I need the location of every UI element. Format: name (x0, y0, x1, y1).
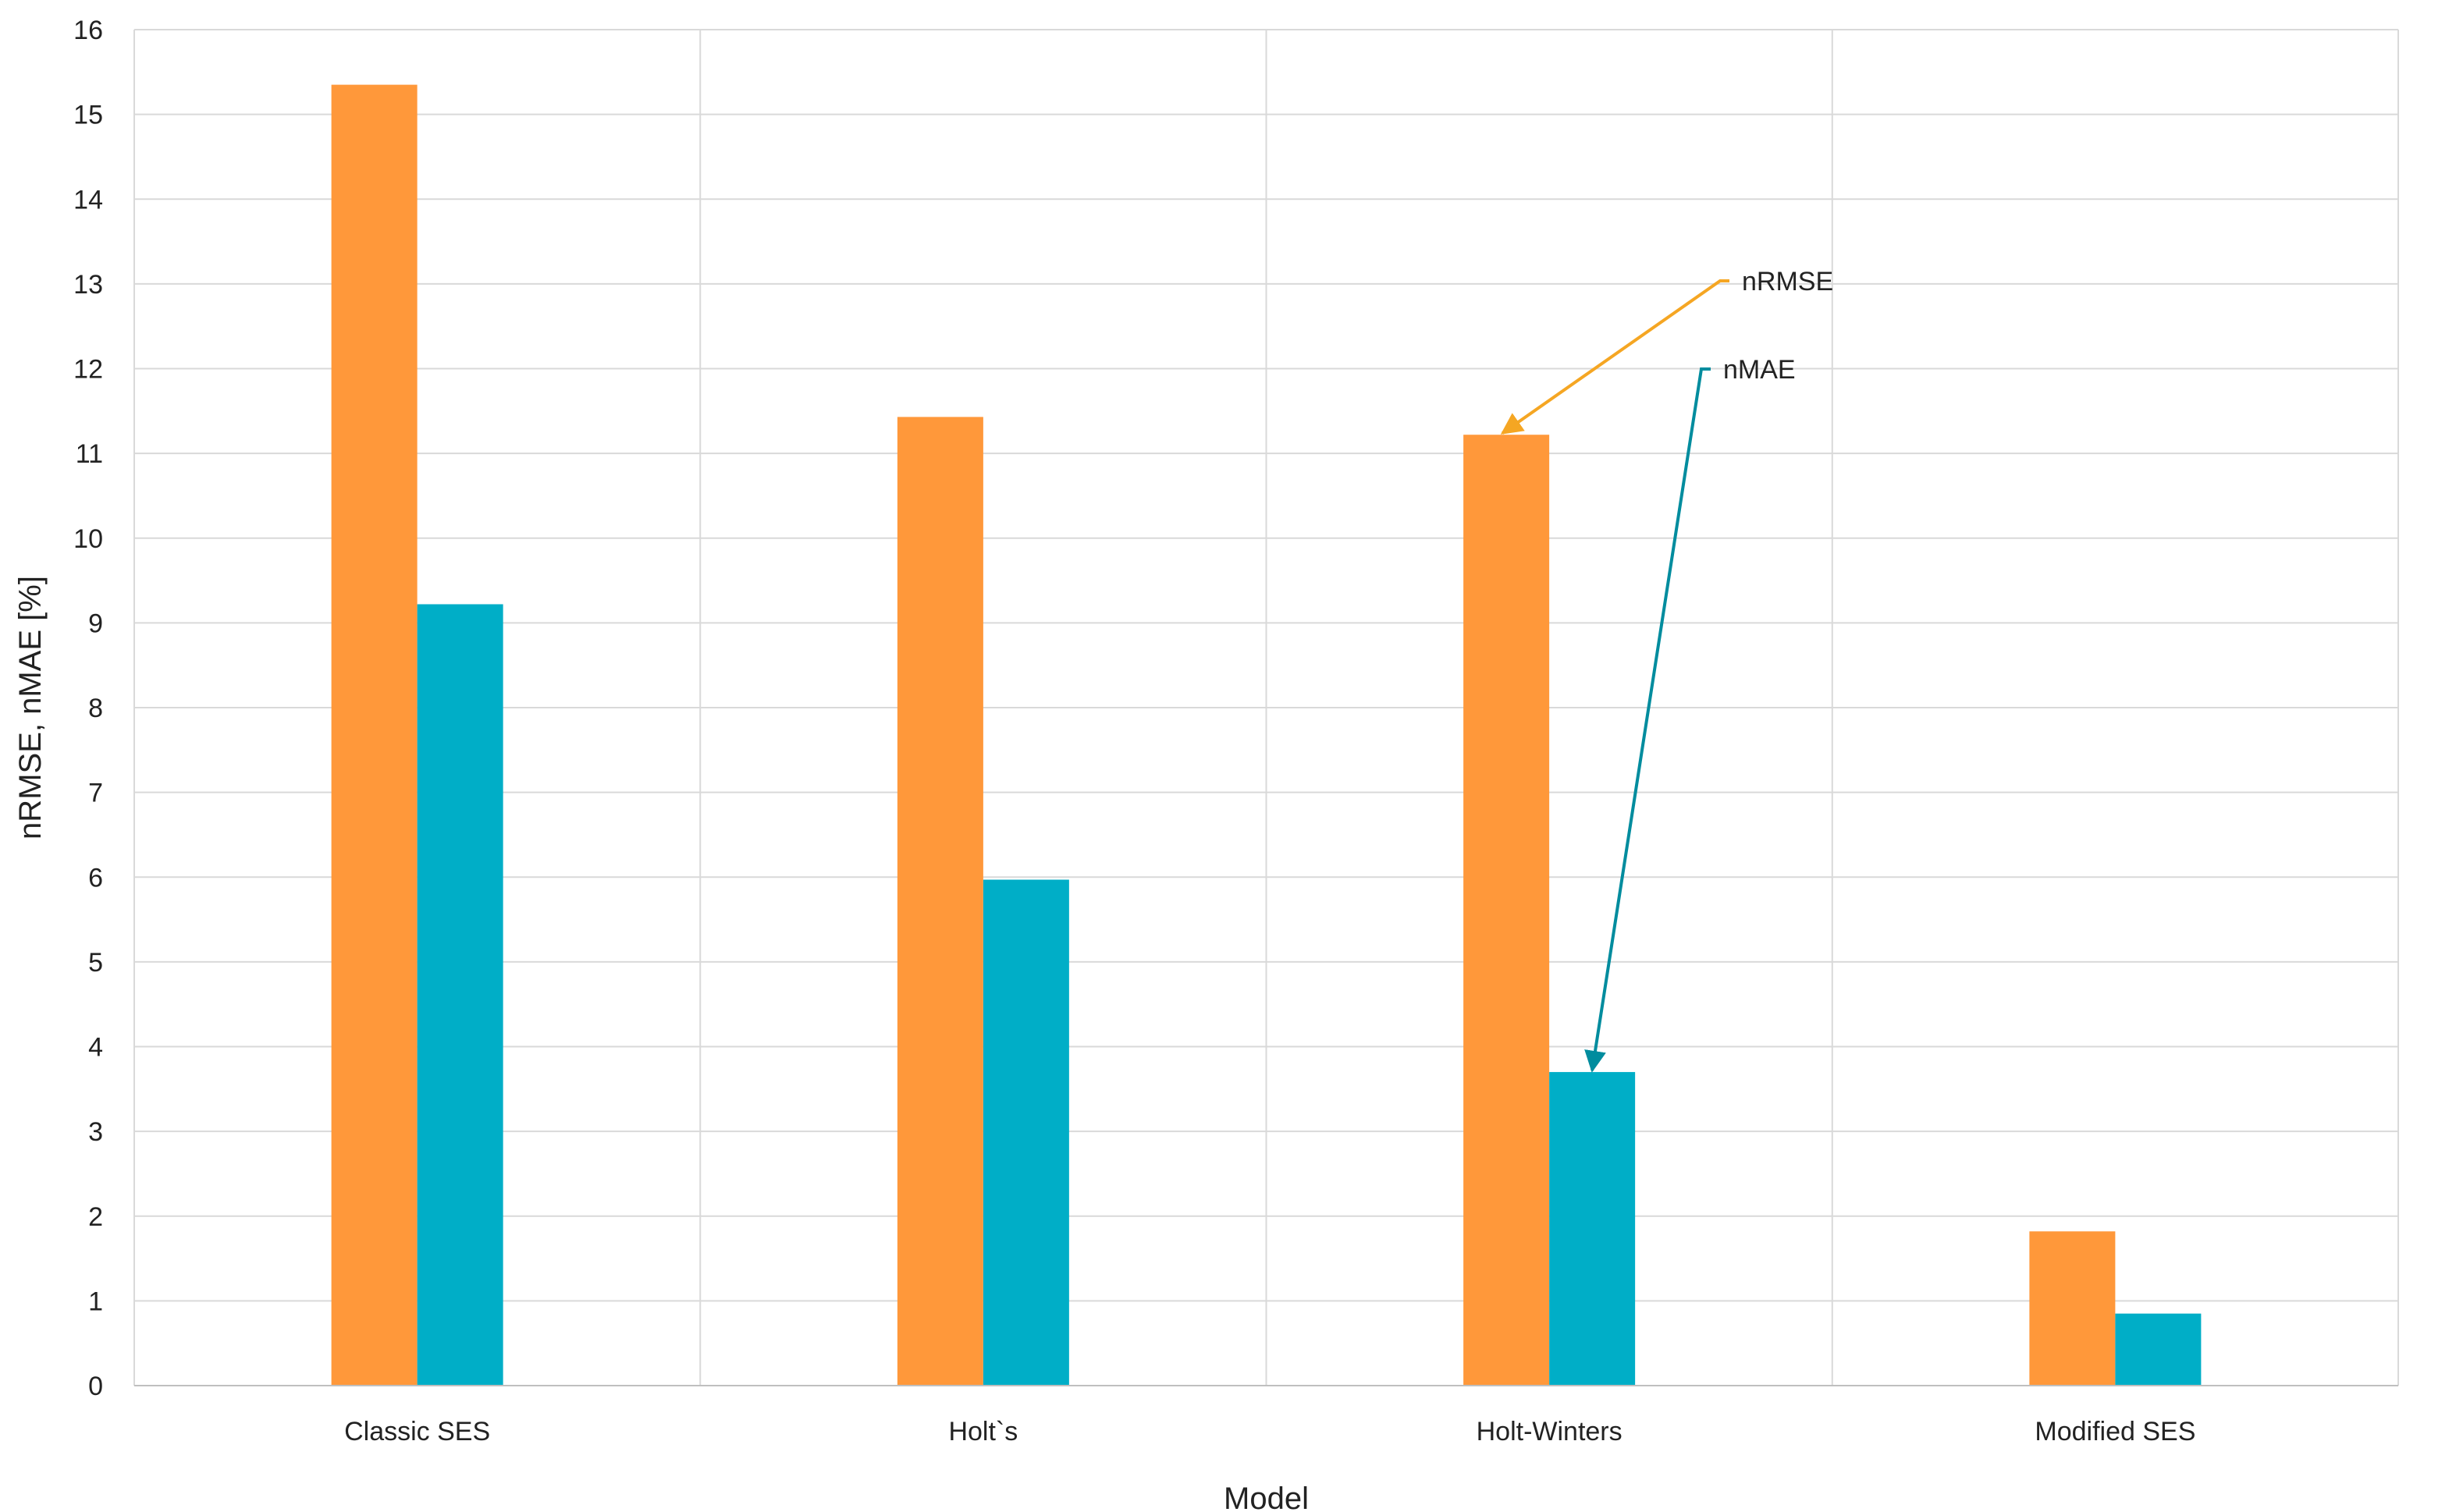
annotation-leader-nmae (1584, 367, 1711, 1073)
bar-nmae-0 (417, 604, 503, 1386)
x-tick-label: Holt`s (948, 1417, 1018, 1446)
bar-nmae-1 (983, 879, 1069, 1386)
y-tick-label: 11 (76, 439, 103, 469)
y-tick-label: 13 (73, 270, 103, 300)
y-tick-label: 6 (88, 863, 103, 893)
bar-nrmse-0 (331, 84, 418, 1386)
y-tick-label: 9 (88, 609, 103, 638)
y-tick-label: 16 (73, 16, 103, 45)
x-tick-label: Classic SES (344, 1417, 490, 1446)
y-tick-label: 1 (88, 1287, 103, 1316)
y-tick-label: 4 (88, 1033, 103, 1063)
bars (331, 84, 2202, 1386)
y-tick-label: 15 (73, 101, 103, 130)
y-tick-label: 5 (88, 948, 103, 978)
y-axis-title: nRMSE, nMAE [%] (13, 576, 48, 839)
x-axis-title: Model (1224, 1482, 1309, 1512)
y-tick-label: 8 (88, 694, 103, 723)
y-tick-label: 7 (88, 779, 103, 808)
bar-nmae-3 (2115, 1313, 2202, 1386)
annotations: nRMSE nMAE (1500, 267, 1833, 1073)
annotation-label-nrmse: nRMSE (1742, 267, 1833, 296)
grid-lines (133, 29, 2399, 1386)
bar-nrmse-1 (897, 417, 983, 1386)
y-tick-label: 10 (73, 524, 103, 554)
annotation-label-nmae: nMAE (1723, 355, 1796, 385)
y-tick-label: 12 (73, 355, 103, 385)
x-tick-label: Holt-Winters (1477, 1417, 1623, 1446)
annotation-leader-nrmse (1500, 279, 1729, 435)
y-tick-label: 3 (88, 1117, 103, 1147)
bar-nrmse-3 (2029, 1231, 2116, 1386)
y-tick-label: 14 (73, 185, 103, 215)
x-tick-label: Modified SES (2035, 1417, 2195, 1446)
y-tick-label: 2 (88, 1202, 103, 1232)
y-tick-label: 0 (88, 1372, 103, 1401)
bar-nrmse-2 (1463, 435, 1550, 1386)
bar-nmae-2 (1549, 1072, 1636, 1386)
